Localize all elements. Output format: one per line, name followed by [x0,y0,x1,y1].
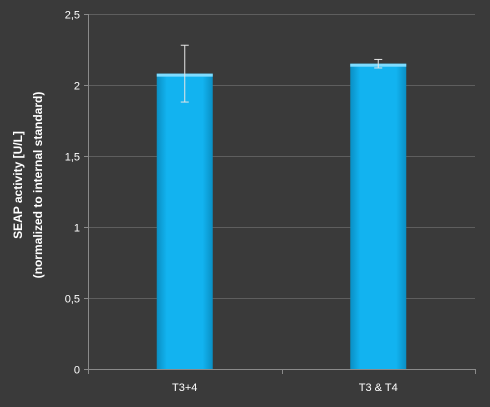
bar [350,63,407,369]
y-tick-label: 1,5 [65,152,80,164]
y-axis-label-line1: SEAP activity [U/L] [11,131,25,239]
x-tick-label: T3+4 [172,382,197,394]
axes [84,14,476,374]
y-tick-label: 1 [74,223,80,235]
labels: SEAP activity [U/L] (normalized to inter… [11,10,398,395]
bars [156,63,407,369]
y-tick-label: 2 [74,81,80,93]
error-bars [180,44,383,103]
x-tick-label: T3 & T4 [359,382,398,394]
y-tick-label: 0,5 [65,294,80,306]
y-axis-label-line2: (normalized to internal standard) [31,92,45,279]
y-tick-label: 0 [74,365,80,377]
bar [156,73,213,369]
y-tick-label: 2,5 [65,10,80,22]
gridlines [88,14,475,299]
